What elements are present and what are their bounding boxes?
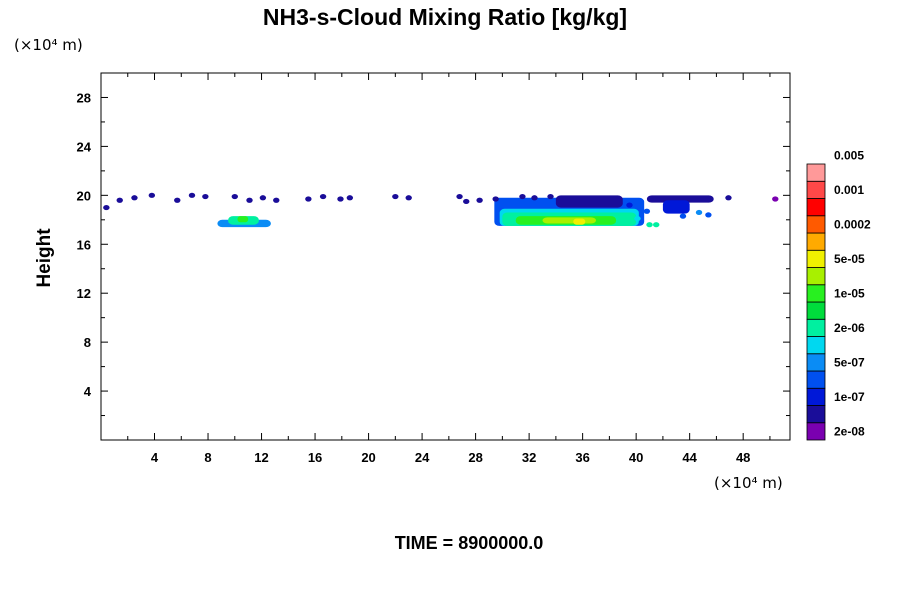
cloud-cell-7 — [231, 193, 238, 200]
colorbar-label: 2e-08 — [834, 424, 865, 438]
colorbar-label: 2e-06 — [834, 321, 865, 335]
colorbar-label: 5e-07 — [834, 355, 865, 369]
y-tick-label: 24 — [77, 139, 92, 154]
cloud-cell-19 — [476, 197, 483, 203]
cloud-cell-2 — [131, 195, 138, 201]
colorbar-swatch-3 — [806, 370, 826, 389]
colorbar-swatch-11 — [806, 232, 826, 251]
chart-title: NH3-s-Cloud Mixing Ratio [kg/kg] — [263, 4, 627, 30]
cloud-cell-22 — [531, 195, 538, 201]
cloud-cell-20 — [492, 196, 499, 202]
cloud-cell-9 — [259, 195, 267, 201]
cloud-cell-25 — [772, 196, 779, 202]
colorbar-swatch-8 — [806, 284, 826, 303]
cloud-cell-11 — [305, 196, 312, 202]
cloud-cell-3 — [148, 192, 156, 198]
time-label: TIME = 8900000.0 — [395, 533, 544, 553]
cloud-cell-27 — [695, 209, 703, 216]
colorbar-label: 1e-05 — [834, 286, 865, 300]
colorbar-swatch-7 — [806, 301, 826, 320]
cloud-cell-18 — [463, 198, 470, 205]
cloud-cell-17 — [456, 193, 463, 200]
x-tick-label: 36 — [575, 450, 589, 465]
x-unit-label: (×10⁴ m) — [714, 474, 783, 492]
x-tick-label: 24 — [415, 450, 430, 465]
cloud-cell-10 — [273, 197, 280, 203]
cloud-cell-14 — [346, 195, 354, 201]
cloud-cell-15 — [392, 193, 399, 200]
cloud-cell-32 — [643, 208, 651, 214]
cloud-cell-28 — [705, 212, 712, 218]
cloud-cell-24 — [725, 195, 732, 201]
colorbar-label: 1e-07 — [834, 390, 865, 404]
cloud-cell-26 — [679, 213, 687, 219]
contour-region-7 — [542, 217, 597, 224]
colorbar-swatch-13 — [806, 198, 826, 217]
x-tick-label: 8 — [204, 450, 211, 465]
contour-region-9 — [555, 195, 623, 208]
x-tick-label: 4 — [151, 450, 159, 465]
colorbar-swatch-5 — [806, 336, 826, 355]
x-tick-label: 12 — [254, 450, 268, 465]
colorbar-label: 5e-05 — [834, 252, 865, 266]
y-tick-label: 12 — [77, 286, 91, 301]
colorbar-swatch-10 — [806, 249, 826, 268]
cloud-cell-4 — [174, 197, 181, 203]
colorbar-swatch-9 — [806, 267, 826, 286]
cloud-cell-1 — [116, 197, 123, 203]
cloud-cell-31 — [634, 215, 641, 222]
y-tick-label: 4 — [84, 384, 92, 399]
cloud-cell-29 — [646, 222, 653, 228]
cloud-cell-33 — [626, 202, 633, 208]
colorbar-label: 0.005 — [834, 148, 864, 162]
x-tick-label: 28 — [468, 450, 482, 465]
cloud-cell-30 — [653, 222, 660, 228]
colorbar-swatch-15 — [806, 163, 826, 182]
colorbar-swatch-4 — [806, 353, 826, 372]
y-tick-label: 8 — [84, 335, 91, 350]
x-tick-label: 16 — [308, 450, 322, 465]
cloud-cell-0 — [103, 204, 110, 211]
colorbar-swatch-12 — [806, 215, 826, 234]
colorbar-swatch-2 — [806, 387, 826, 406]
colorbar: 2e-08 1e-07 5e-07 2e-06 1e-05 5e-05 0.0002 0.00… — [806, 148, 871, 441]
x-tick-label: 44 — [682, 450, 697, 465]
contour-layer — [103, 192, 779, 228]
cloud-cell-16 — [405, 195, 412, 201]
y-axis-label: Height — [34, 228, 55, 288]
cloud-cell-8 — [246, 197, 253, 203]
cloud-cell-12 — [319, 193, 327, 200]
colorbar-swatch-14 — [806, 180, 826, 199]
colorbar-swatch-0 — [806, 422, 826, 441]
contour-region-2 — [237, 216, 249, 223]
cloud-cell-6 — [202, 193, 209, 200]
cloud-cell-23 — [547, 193, 554, 200]
cloud-cell-5 — [188, 192, 196, 198]
y-unit-label: (×10⁴ m) — [14, 36, 83, 54]
cloud-cell-13 — [337, 196, 344, 202]
contour-region-8 — [573, 218, 586, 225]
x-tick-label: 20 — [361, 450, 375, 465]
y-tick-label: 20 — [77, 188, 91, 203]
x-tick-label: 48 — [736, 450, 750, 465]
colorbar-label: 0.0002 — [834, 217, 871, 231]
y-tick-label: 28 — [77, 90, 91, 105]
colorbar-swatch-1 — [806, 405, 826, 424]
x-tick-label: 40 — [629, 450, 643, 465]
y-tick-label: 16 — [77, 237, 91, 252]
x-tick-label: 32 — [522, 450, 536, 465]
colorbar-swatch-6 — [806, 318, 826, 337]
colorbar-label: 0.001 — [834, 183, 864, 197]
contour-region-10 — [646, 195, 714, 203]
plot-area — [103, 192, 779, 228]
plot-frame — [100, 72, 791, 441]
contour-region-11 — [662, 200, 690, 214]
cloud-cell-21 — [519, 193, 526, 200]
